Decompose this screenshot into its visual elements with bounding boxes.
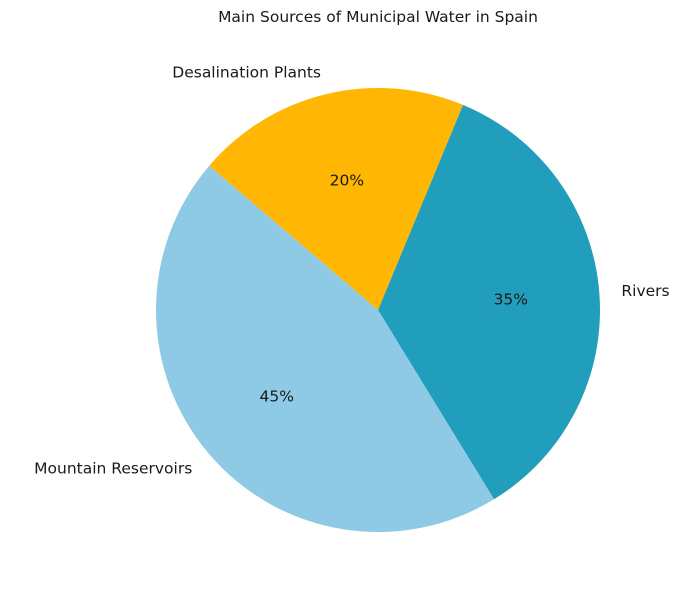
pie-slice-label-desalination-plants: Desalination Plants: [172, 64, 321, 82]
pie-percent-label-mountain-reservoirs: 45%: [259, 388, 293, 406]
pie-percent-label-rivers: 35%: [494, 291, 528, 309]
pie-slice-desalination-plants: [209, 87, 463, 310]
pie-slice-mountain-reservoirs: [155, 165, 494, 533]
pie-slice-rivers: [378, 104, 601, 500]
pie-slice-label-rivers: Rivers: [621, 282, 669, 300]
pie-slices-group: [155, 87, 601, 533]
pie-slice-label-mountain-reservoirs: Mountain Reservoirs: [34, 460, 192, 478]
chart-title: Main Sources of Municipal Water in Spain: [218, 8, 538, 26]
pie-percent-label-desalination-plants: 20%: [330, 172, 364, 190]
pie-labels-group: 35% Rivers 20% Desalination Plants 45% Mounta…: [34, 64, 669, 478]
